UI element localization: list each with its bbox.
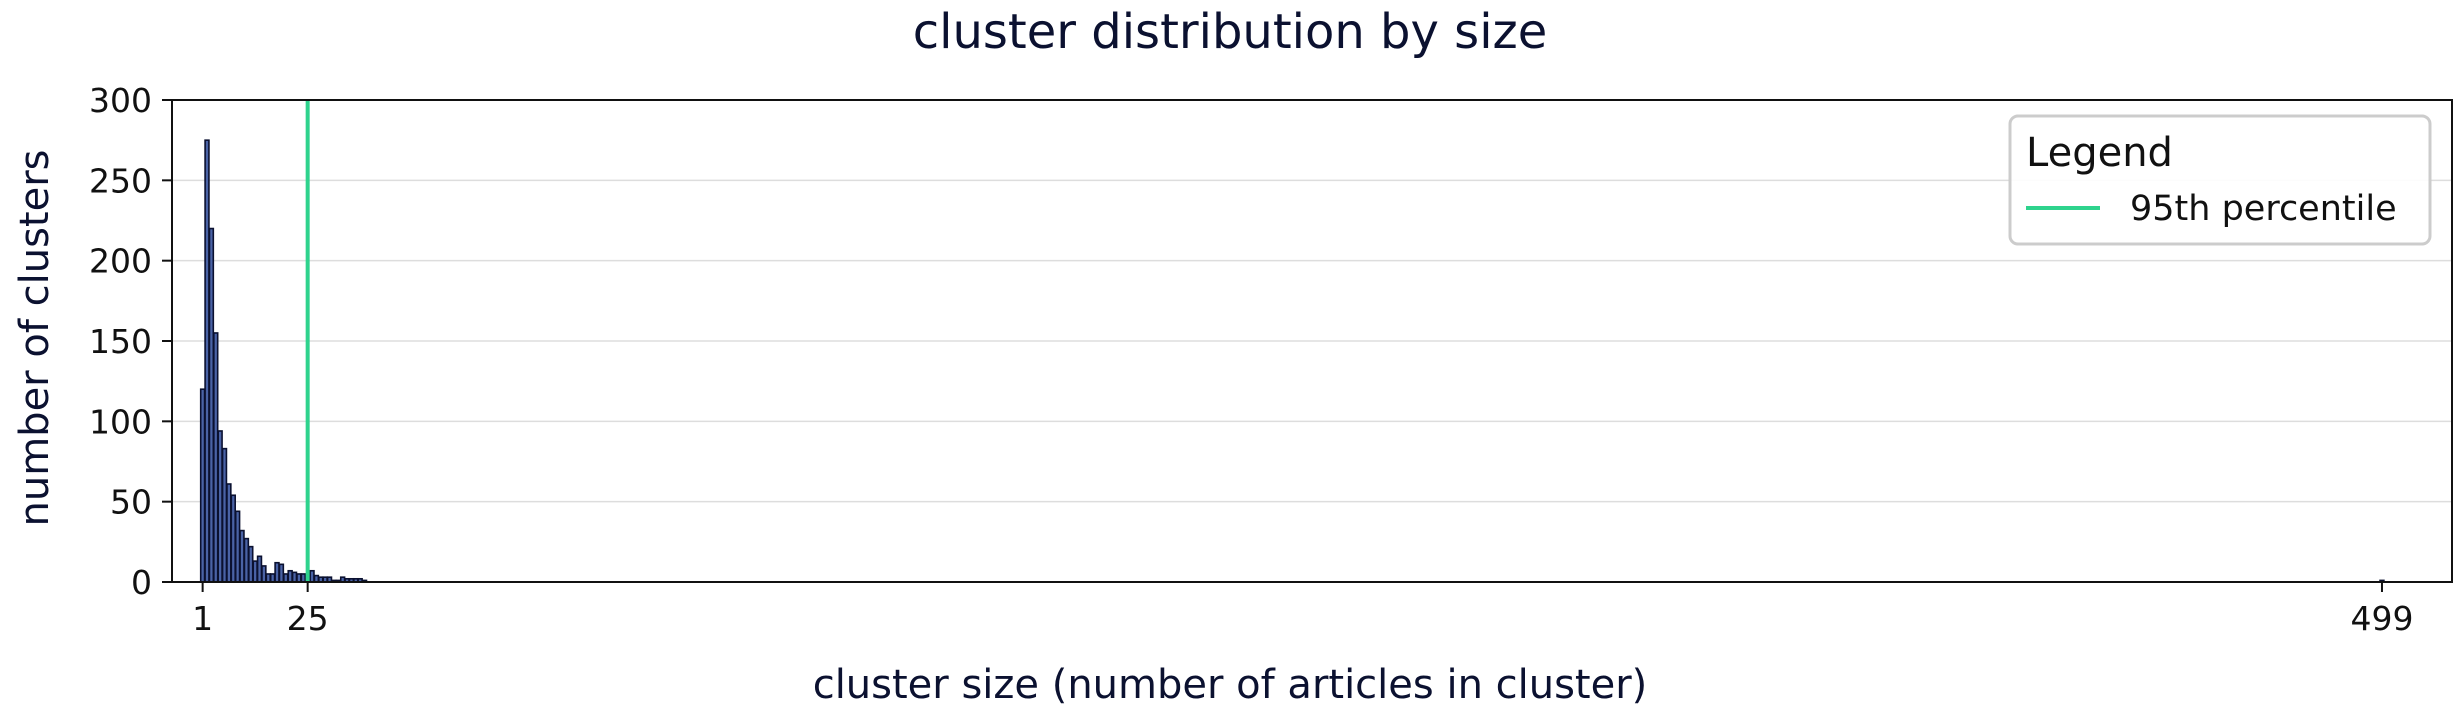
bar-size-7	[226, 483, 232, 583]
y-tick-label-200: 200	[89, 242, 152, 281]
x-axis-label: cluster size (number of articles in clus…	[813, 662, 1648, 708]
bar-size-24	[300, 573, 307, 583]
x-axis-ticks: 1 25 499	[192, 582, 2413, 638]
legend-title: Legend	[2026, 130, 2173, 176]
bar-size-10	[239, 529, 245, 583]
y-axis-label: number of clusters	[12, 150, 58, 527]
x-tick-label-499: 499	[2350, 599, 2413, 638]
y-tick-label-250: 250	[89, 161, 152, 200]
y-axis-ticks: 0 50 100 150 200 250 300	[89, 81, 172, 602]
x-tick-label-25: 25	[287, 599, 329, 638]
chart-title: cluster distribution by size	[913, 4, 1548, 60]
bar-size-1	[199, 388, 206, 583]
x-tick-label-1: 1	[192, 599, 213, 638]
bar-size-22	[291, 571, 298, 583]
y-tick-label-50: 50	[110, 483, 152, 522]
bar-size-14	[256, 555, 263, 583]
bar-size-16	[265, 573, 272, 583]
bar-size-19	[278, 563, 285, 583]
bar-size-4	[213, 332, 219, 583]
bar-size-2	[204, 139, 210, 583]
bar-size-23	[296, 573, 302, 583]
bar-size-11	[243, 537, 250, 583]
bar-size-5	[217, 430, 223, 583]
legend-frame	[2008, 114, 2432, 246]
y-tick-label-100: 100	[89, 402, 152, 441]
legend-entry-95th-percentile: 95th percentile	[2130, 189, 2397, 229]
y-tick-label-0: 0	[131, 563, 152, 602]
bar-size-17	[269, 573, 276, 583]
bar-size-3	[208, 227, 215, 583]
y-tick-label-150: 150	[89, 322, 152, 361]
bar-size-9	[234, 510, 241, 583]
bar-size-21	[287, 569, 293, 583]
legend: Legend 95th percentile	[2008, 114, 2432, 246]
bar-size-20	[283, 573, 289, 583]
bar-size-13	[252, 560, 258, 583]
bars	[199, 139, 2385, 583]
gridlines	[172, 179, 2452, 503]
bar-size-18	[274, 561, 280, 583]
y-tick-label-300: 300	[89, 81, 152, 120]
bar-size-8	[230, 494, 236, 583]
bar-size-26	[309, 569, 315, 583]
bar-size-6	[221, 447, 228, 583]
bar-size-15	[261, 565, 267, 583]
bar-size-12	[248, 545, 254, 583]
